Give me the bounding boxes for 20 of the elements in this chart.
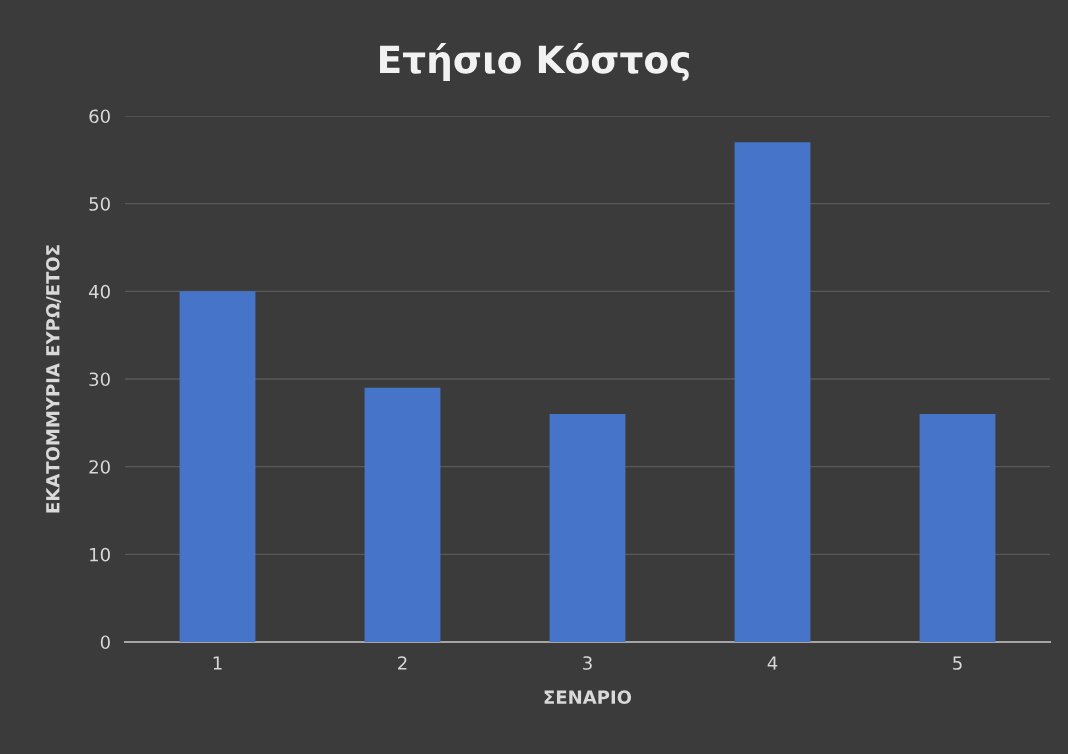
bar bbox=[919, 414, 996, 642]
bar bbox=[364, 387, 441, 642]
x-tick-label: 3 bbox=[583, 656, 592, 670]
x-tick-label: 2 bbox=[398, 656, 407, 670]
y-tick-label: 0 bbox=[100, 635, 110, 650]
y-tick-label: 40 bbox=[89, 284, 110, 299]
x-axis-title: ΣΕΝΑΡΙΟ bbox=[544, 690, 632, 705]
y-tick-label: 20 bbox=[89, 460, 110, 474]
x-tick-label: 5 bbox=[953, 656, 962, 670]
y-tick-label: 10 bbox=[90, 547, 110, 562]
bar bbox=[734, 142, 811, 642]
x-tick-label: 1 bbox=[213, 656, 222, 670]
y-tick-label: 60 bbox=[89, 109, 110, 124]
y-tick-label: 50 bbox=[89, 197, 110, 211]
x-tick-label: 4 bbox=[767, 656, 778, 670]
chart-title: Ετήσιο Κόστος bbox=[380, 43, 689, 81]
bar bbox=[179, 291, 256, 642]
y-tick-label: 30 bbox=[89, 372, 110, 387]
bar bbox=[549, 414, 626, 642]
y-axis-title: ΕΚΑΤΟΜΜΥΡΙΑ ΕΥΡΩ/ΕΤΟΣ bbox=[45, 245, 62, 513]
